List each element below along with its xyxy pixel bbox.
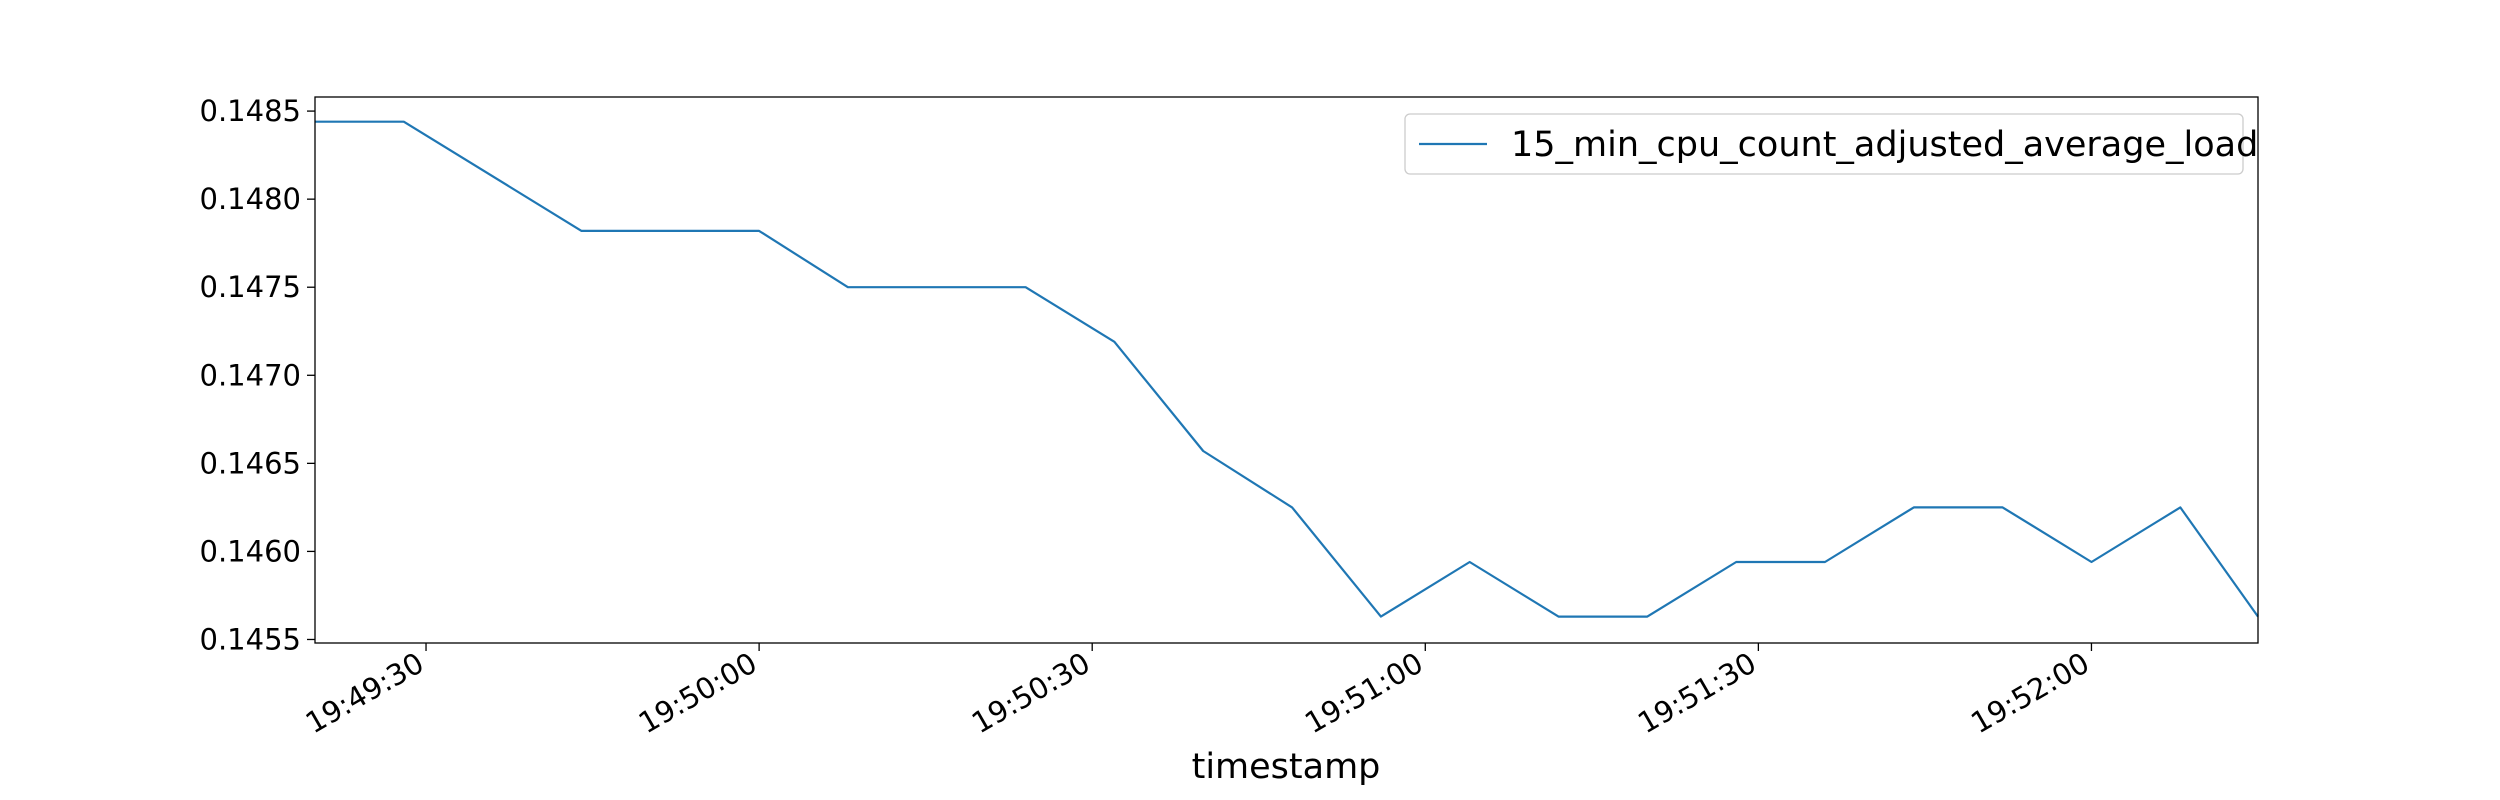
- series-line: [315, 120, 2259, 618]
- x-tick-label: 19:50:30: [966, 646, 1096, 741]
- plot-frame: [314, 96, 2259, 644]
- y-tick-label: 0.1485: [200, 94, 301, 128]
- y-tick-label: 0.1470: [200, 358, 301, 392]
- y-axis: 0.1455 0.1460 0.1465 0.1470 0.1475 0.1480 0.14…: [200, 94, 315, 656]
- legend: 15_min_cpu_count_adjusted_average_load: [1404, 113, 2258, 175]
- legend-label: 15_min_cpu_count_adjusted_average_load: [1511, 125, 2258, 165]
- legend-box: [1404, 113, 2244, 175]
- x-tick-label: 19:49:30: [300, 646, 430, 741]
- x-tick-label: 19:52:00: [1965, 646, 2095, 741]
- y-tick-label: 0.1455: [200, 622, 301, 656]
- x-axis-title: timestamp: [1192, 747, 1381, 787]
- plot-area: [314, 96, 2259, 644]
- y-tick-label: 0.1460: [200, 534, 301, 568]
- x-tick-label: 19:51:30: [1632, 646, 1762, 741]
- y-tick-label: 0.1480: [200, 182, 301, 216]
- x-axis: 19:49:30 19:50:00 19:50:30 19:51:00 19:51:30…: [300, 643, 2095, 740]
- x-tick-label: 19:50:00: [633, 646, 763, 741]
- x-tick-label: 19:51:00: [1299, 646, 1429, 741]
- y-tick-label: 0.1475: [200, 270, 301, 304]
- y-tick-label: 0.1465: [200, 446, 301, 480]
